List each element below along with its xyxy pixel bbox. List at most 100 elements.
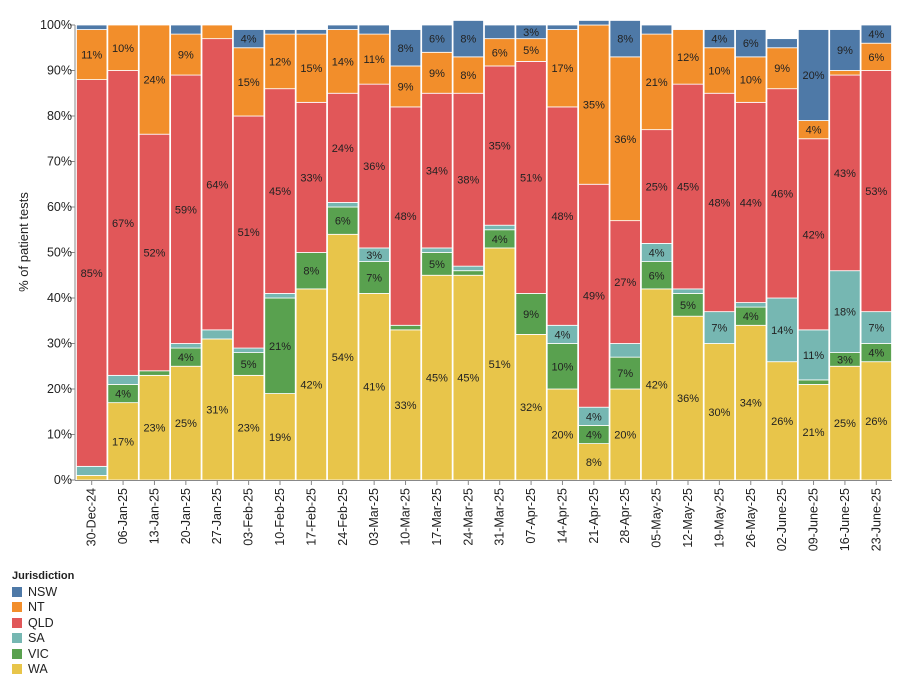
bar-segment-sa — [201, 329, 233, 340]
data-label-nt: 15% — [238, 77, 260, 89]
x-tick-label: 14-Apr-25 — [555, 488, 569, 544]
x-tick-label: 03-Feb-25 — [242, 488, 256, 546]
data-label-nt: 10% — [112, 43, 134, 55]
bar-segment-nt — [295, 33, 328, 103]
bar-segment-sa — [484, 224, 516, 231]
bar-segment-nsw — [452, 20, 484, 58]
data-label-nsw: 20% — [803, 70, 825, 82]
data-label-nsw: 6% — [743, 38, 759, 50]
bar-segment-nt — [766, 47, 798, 90]
bar-segment-vic — [358, 261, 390, 294]
legend-label: VIC — [28, 646, 49, 661]
bar-segment-vic — [515, 293, 547, 335]
data-label-wa: 42% — [646, 379, 668, 391]
data-label-wa: 42% — [300, 379, 322, 391]
x-tick-label: 21-Apr-25 — [587, 488, 601, 544]
x-tick-label: 30-Dec-24 — [85, 488, 99, 546]
legend-swatch — [12, 633, 22, 644]
bar-segment-nt — [829, 70, 861, 76]
data-label-wa: 20% — [614, 430, 636, 442]
data-label-vic: 6% — [335, 216, 351, 228]
y-tick-label: 100% — [40, 18, 72, 32]
legend-swatch — [12, 586, 22, 597]
data-label-nt: 12% — [677, 52, 699, 64]
bar-segment-vic — [609, 356, 641, 390]
bar-segment-nt — [327, 29, 359, 94]
bar-segment-nsw — [232, 29, 265, 49]
bar-segment-nt — [421, 51, 453, 94]
data-label-nt: 15% — [300, 63, 322, 75]
bar-segment-nt — [232, 47, 265, 117]
data-label-qld: 49% — [583, 291, 605, 303]
bar-segment-nsw — [640, 24, 673, 35]
bar-segment-nsw — [421, 24, 453, 53]
data-label-vic: 4% — [178, 352, 194, 364]
data-label-nt: 10% — [708, 66, 730, 78]
bar-segment-qld — [452, 92, 484, 267]
y-tick-label: 50% — [47, 246, 72, 260]
data-label-nt: 17% — [551, 63, 573, 75]
bar-segment-wa — [232, 374, 265, 481]
data-label-wa: 34% — [740, 398, 762, 410]
bar-segment-qld — [578, 183, 610, 408]
bar-segment-qld — [107, 70, 139, 376]
y-tick-label: 0% — [54, 473, 72, 487]
bar-segment-qld — [735, 101, 767, 303]
bar-segment-wa — [201, 338, 233, 481]
data-label-wa: 33% — [395, 400, 417, 412]
bar-segment-nt — [703, 47, 736, 94]
data-label-nt: 6% — [868, 52, 884, 64]
x-tick-label: 20-Jan-25 — [179, 488, 193, 544]
bar-segment-vic — [138, 370, 171, 376]
bar-segment-nsw — [578, 20, 610, 26]
bar-segment-wa — [170, 365, 202, 481]
x-tick-label: 24-Mar-25 — [461, 488, 475, 546]
data-label-nsw: 6% — [429, 34, 445, 46]
data-label-qld: 24% — [332, 143, 354, 155]
x-tick-label: 17-Feb-25 — [304, 488, 318, 546]
y-tick-label: 70% — [47, 155, 72, 169]
bar-segment-qld — [232, 115, 265, 349]
data-label-qld: 33% — [300, 172, 322, 184]
data-label-wa: 17% — [112, 436, 134, 448]
data-label-qld: 67% — [112, 218, 134, 230]
bar-segment-nt — [107, 24, 139, 71]
data-label-vic: 9% — [523, 309, 539, 321]
bar-segment-qld — [484, 65, 516, 226]
data-label-nsw: 4% — [241, 34, 257, 46]
data-label-wa: 51% — [489, 359, 511, 371]
x-tick-label: 26-May-25 — [744, 488, 758, 548]
legend-swatch — [12, 648, 22, 659]
data-label-wa: 23% — [143, 423, 165, 435]
legend-item-sa: SA — [12, 631, 74, 647]
data-label-qld: 45% — [269, 186, 291, 198]
bar-segment-nsw — [358, 24, 390, 35]
bar-segment-wa — [829, 365, 861, 481]
x-tick-label: 10-Mar-25 — [399, 488, 413, 546]
data-label-nsw: 4% — [711, 34, 727, 46]
bar-segment-nsw — [609, 20, 641, 58]
bar-segment-qld — [860, 70, 892, 313]
data-label-nt: 6% — [492, 47, 508, 59]
data-label-qld: 48% — [708, 197, 730, 209]
bar-segment-vic — [546, 343, 579, 390]
legend-swatch — [12, 664, 22, 675]
x-tick-label: 28-Apr-25 — [618, 488, 632, 544]
legend-title: Jurisdiction — [12, 570, 75, 582]
bar-segment-wa — [295, 288, 328, 481]
bar-segment-vic — [640, 261, 673, 290]
data-label-wa: 36% — [677, 393, 699, 405]
data-label-sa: 18% — [834, 307, 856, 319]
bar-segment-nt — [170, 33, 202, 76]
bar-segment-vic — [797, 379, 830, 385]
data-label-wa: 54% — [332, 352, 354, 364]
bar-segment-vic — [327, 206, 359, 235]
bar-segment-qld — [797, 138, 830, 331]
data-label-vic: 4% — [115, 389, 131, 401]
legend-item-vic: VIC — [12, 646, 74, 662]
data-label-vic: 4% — [743, 311, 759, 323]
data-label-nsw: 8% — [460, 34, 476, 46]
bar-segment-sa — [672, 288, 704, 294]
data-label-qld: 27% — [614, 277, 636, 289]
bar-segment-nt — [578, 24, 610, 185]
